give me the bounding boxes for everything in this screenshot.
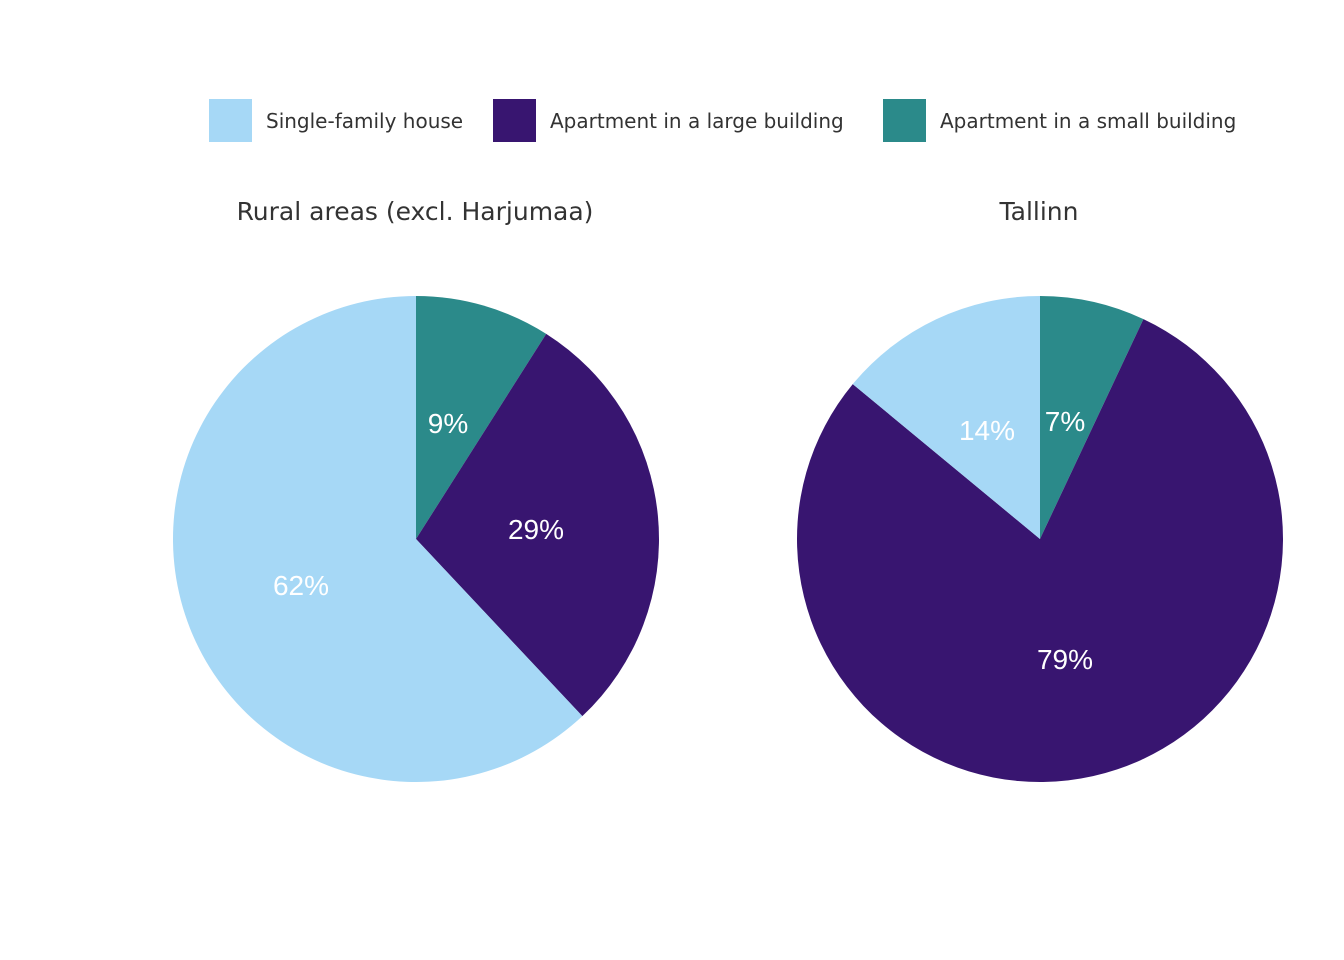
pie-slice[interactable]	[797, 319, 1284, 783]
legend: Single-family house Apartment in a large …	[209, 99, 1236, 142]
slice-label: 29%	[508, 514, 564, 545]
legend-label: Apartment in a large building	[550, 109, 844, 133]
legend-swatch	[883, 99, 926, 142]
slice-label: 9%	[428, 408, 468, 439]
slice-label: 14%	[959, 415, 1015, 446]
pie-title: Rural areas (excl. Harjumaa)	[237, 197, 594, 226]
pie-rural: Rural areas (excl. Harjumaa) 9% 29% 62%	[172, 197, 659, 782]
legend-label: Apartment in a small building	[940, 109, 1236, 133]
legend-item[interactable]: Single-family house	[209, 99, 463, 142]
legend-swatch	[209, 99, 252, 142]
pie-slice[interactable]	[416, 296, 547, 539]
pie-slice[interactable]	[852, 296, 1040, 539]
pie-tallinn: Tallinn 7% 79% 14%	[797, 197, 1284, 783]
pie-title: Tallinn	[999, 197, 1079, 226]
slice-label: 7%	[1045, 406, 1085, 437]
pie-slice[interactable]	[1040, 296, 1144, 539]
legend-item[interactable]: Apartment in a large building	[493, 99, 844, 142]
slice-label: 79%	[1037, 644, 1093, 675]
legend-label: Single-family house	[266, 109, 463, 133]
legend-swatch	[493, 99, 536, 142]
slice-label: 62%	[273, 570, 329, 601]
pie-slice[interactable]	[416, 333, 659, 717]
legend-item[interactable]: Apartment in a small building	[883, 99, 1236, 142]
pie-slice[interactable]	[172, 296, 583, 782]
